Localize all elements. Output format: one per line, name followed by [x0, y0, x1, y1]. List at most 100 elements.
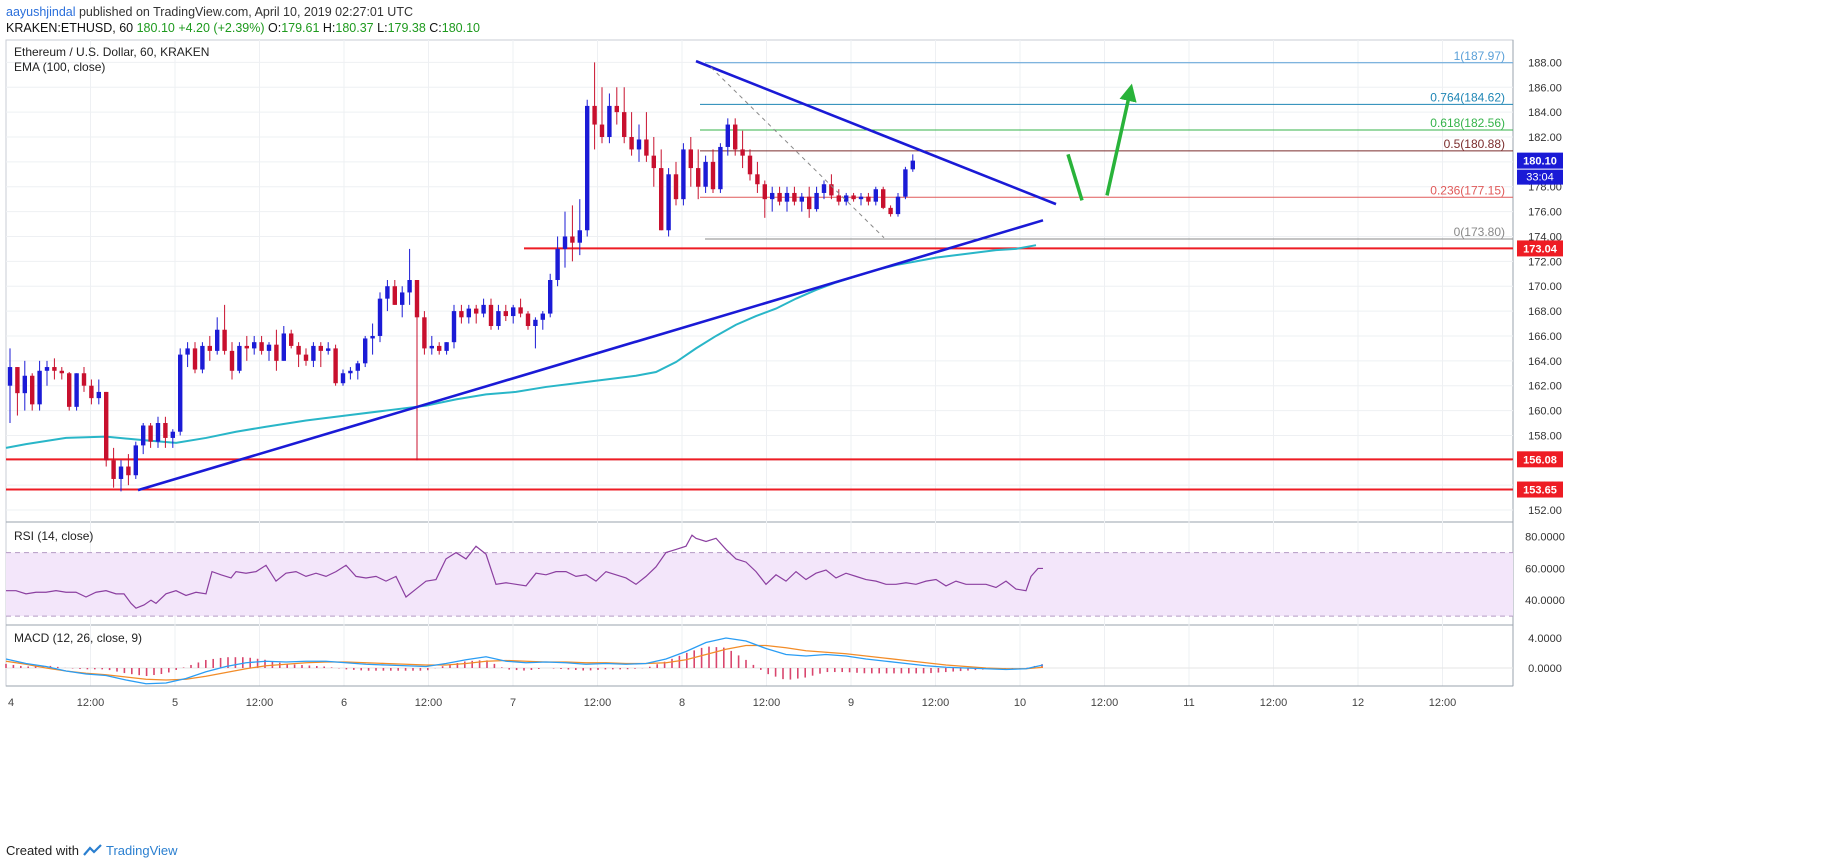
candle-body	[148, 425, 153, 442]
candle	[577, 199, 582, 256]
candle	[163, 416, 168, 448]
candle	[784, 186, 790, 212]
rsi-tick-label: 40.0000	[1525, 595, 1565, 607]
candle-body	[104, 391, 109, 461]
candle	[318, 342, 323, 368]
candle-body	[777, 192, 782, 202]
tradingview-link[interactable]: TradingView	[106, 843, 178, 858]
price-tick-label: 182.00	[1528, 132, 1562, 144]
candle-body	[363, 338, 368, 364]
candle-body	[296, 345, 301, 355]
candle	[259, 335, 264, 355]
candle-body	[518, 307, 523, 314]
candle	[37, 360, 42, 411]
x-tick-label: 12:00	[1091, 697, 1119, 709]
candle	[104, 391, 109, 467]
candle	[836, 189, 841, 206]
ema-100-line	[5, 244, 1037, 449]
candle-body	[81, 373, 87, 386]
macd-legend-label: MACD (12, 26, close, 9)	[14, 631, 142, 645]
candle	[762, 180, 767, 218]
x-tick-label: 5	[172, 697, 178, 709]
author-link[interactable]: aayushjindal	[6, 5, 76, 19]
candle-body	[155, 423, 161, 442]
price-tick-label: 188.00	[1528, 57, 1562, 69]
price-tick-label: 162.00	[1528, 381, 1562, 393]
candle	[740, 130, 745, 169]
price-tick-label: 166.00	[1528, 331, 1562, 343]
candle-body	[67, 373, 72, 407]
candle-body	[451, 311, 457, 343]
candle	[511, 304, 516, 324]
price-tick-label: 178.00	[1528, 182, 1562, 194]
candle	[777, 186, 782, 206]
candle-body	[725, 124, 730, 147]
candle-body	[784, 192, 790, 202]
candle	[592, 62, 597, 150]
candle-body	[718, 146, 723, 190]
candle-body	[844, 195, 849, 202]
candle	[844, 192, 849, 206]
candle-body	[185, 348, 190, 355]
candle	[451, 304, 457, 349]
candle-body	[74, 373, 79, 407]
candle-body	[37, 370, 42, 405]
open-label: O:	[267, 21, 282, 35]
candle-body	[821, 184, 827, 193]
candle-body	[22, 375, 27, 394]
macd-line	[5, 637, 1044, 685]
candle-body	[437, 345, 442, 351]
candle-body	[355, 363, 360, 371]
price-tick-label: 152.00	[1528, 505, 1562, 517]
x-tick-label: 9	[848, 697, 854, 709]
candle-body	[111, 460, 116, 479]
rsi-tick-label: 80.0000	[1525, 532, 1565, 544]
candle	[414, 280, 420, 461]
candle	[303, 348, 309, 366]
candle-body	[89, 385, 94, 399]
candle-body	[496, 311, 501, 327]
candle-body	[385, 286, 390, 299]
candle-body	[659, 168, 664, 231]
x-tick-label: 12:00	[753, 697, 781, 709]
candle	[192, 342, 198, 374]
candle-body	[703, 161, 708, 187]
x-tick-label: 12:00	[415, 697, 443, 709]
x-tick-label: 4	[8, 697, 14, 709]
candle	[888, 205, 893, 217]
resistance-trendline	[695, 59, 1057, 206]
candle-body	[533, 319, 538, 327]
fib-level-label: 0(173.80)	[1454, 225, 1505, 239]
candle-body	[303, 354, 309, 361]
candle-body	[207, 345, 212, 351]
candle-body	[555, 248, 560, 280]
candle	[296, 342, 301, 368]
fib-diagonal-trendline	[710, 67, 885, 239]
candle	[681, 143, 686, 206]
x-tick-label: 12	[1352, 697, 1364, 709]
candle-body	[96, 391, 101, 399]
candle-body	[222, 329, 227, 351]
candle	[237, 342, 242, 374]
price-tick-label: 184.00	[1528, 107, 1562, 119]
x-tick-label: 11	[1183, 697, 1194, 709]
candle-body	[481, 304, 486, 314]
candle	[222, 304, 227, 355]
candle-body	[200, 345, 205, 370]
candle	[311, 342, 316, 368]
candle-body	[7, 367, 13, 386]
candle	[59, 367, 64, 380]
candle	[488, 298, 494, 330]
candle	[858, 192, 864, 206]
candle-body	[710, 161, 716, 190]
countdown-tag: 33:04	[1526, 172, 1554, 184]
high-label: H:	[322, 21, 336, 35]
candle	[474, 304, 479, 324]
candle	[585, 99, 590, 237]
candle	[155, 416, 161, 448]
candle	[466, 304, 471, 324]
candle-body	[15, 367, 20, 394]
candle	[622, 87, 627, 144]
x-tick-label: 12:00	[922, 697, 950, 709]
